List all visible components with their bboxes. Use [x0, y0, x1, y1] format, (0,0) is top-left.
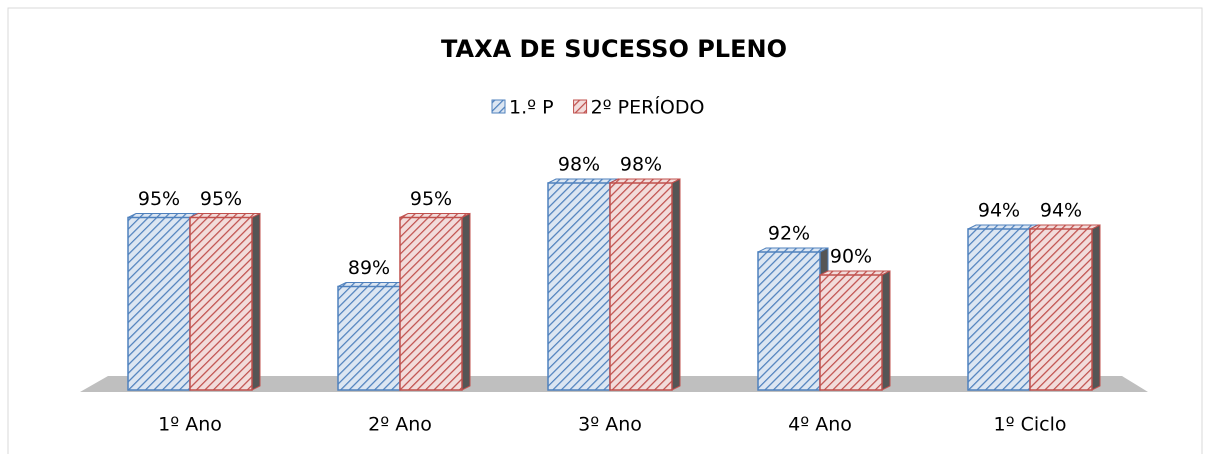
data-label: 98%: [620, 154, 662, 176]
x-tick-label: 3º Ano: [578, 414, 642, 436]
x-tick-label: 2º Ano: [368, 414, 432, 436]
bar: [399, 216, 463, 391]
legend-label: 1.º P: [509, 97, 554, 119]
bar-side: [881, 270, 891, 391]
bar: [189, 216, 253, 391]
bar-side: [1091, 224, 1101, 391]
data-label: 94%: [978, 200, 1020, 222]
bar-side: [671, 178, 681, 391]
data-label: 98%: [558, 154, 600, 176]
bar-side: [461, 212, 471, 391]
legend-swatch: [491, 99, 506, 114]
x-tick-label: 1º Ano: [158, 414, 222, 436]
data-label: 95%: [410, 188, 452, 210]
legend-swatch: [573, 99, 588, 114]
bar-side: [251, 212, 261, 391]
x-tick-label: 1º Ciclo: [994, 414, 1067, 436]
data-label: 95%: [138, 188, 180, 210]
bar: [609, 182, 673, 391]
chart-title: TAXA DE SUCESSO PLENO: [441, 35, 787, 63]
data-label: 92%: [768, 223, 810, 245]
bar: [127, 216, 191, 391]
bar: [967, 228, 1031, 391]
data-label: 89%: [348, 257, 390, 279]
data-label: 94%: [1040, 200, 1082, 222]
data-label: 90%: [830, 246, 872, 268]
chart-border: [7, 7, 1203, 458]
bar: [819, 274, 883, 391]
data-label: 95%: [200, 188, 242, 210]
bar: [757, 251, 821, 391]
x-tick-label: 4º Ano: [788, 414, 852, 436]
bar: [1029, 228, 1093, 391]
bar: [337, 285, 401, 391]
legend-label: 2º PERÍODO: [591, 96, 705, 119]
bar: [547, 182, 611, 391]
